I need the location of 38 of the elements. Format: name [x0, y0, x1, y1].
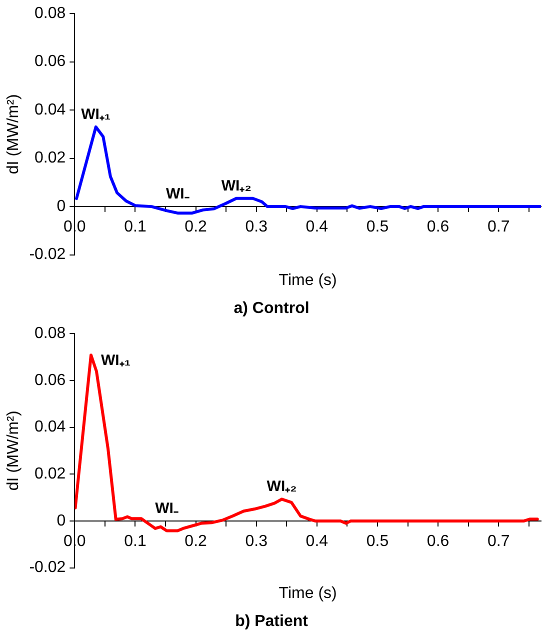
y-tick-label: 0.08 — [34, 5, 66, 22]
x-tick-label: 0.2 — [184, 218, 208, 236]
annotation: WI₊₂ — [221, 177, 252, 194]
y-tick-label: 0.04 — [34, 101, 66, 118]
x-tick-label: 0.5 — [366, 532, 389, 550]
x-tick-label: 0.5 — [366, 218, 389, 236]
y-tick-label: -0.02 — [29, 559, 66, 576]
annotation: WI₊₂ — [266, 478, 297, 496]
x-tick-label: 0.4 — [306, 218, 328, 236]
annotation: WI₊₁ — [81, 106, 111, 123]
y-tick-label: 0.04 — [34, 418, 66, 436]
annotation: WI₋ — [166, 186, 190, 203]
y-tick-label: 0 — [56, 512, 66, 530]
x-tick-label: 0.1 — [124, 532, 146, 550]
y-tick-label: 0.02 — [34, 150, 66, 167]
x-tick-label: 0.7 — [487, 532, 510, 550]
y-tick-label: 0.08 — [34, 325, 66, 342]
x-tick-label: 0.4 — [306, 532, 328, 550]
x-tick-label: 0.2 — [184, 532, 208, 550]
y-tick-label: 0.06 — [34, 372, 66, 389]
x-tick-label: 0.7 — [487, 218, 510, 236]
text: b) Patient — [235, 612, 309, 630]
y-tick-label: 0.06 — [34, 53, 66, 70]
x-axis-title: Time (s) — [278, 585, 337, 602]
y-axis-title: dI (MW/m²) — [5, 410, 22, 491]
text: a) Control — [234, 300, 310, 317]
y-axis-title: dI (MW/m²) — [5, 94, 22, 174]
y-tick-label: 0 — [56, 198, 66, 215]
x-axis-title: Time (s) — [278, 272, 337, 290]
x-tick-label: 0.6 — [426, 218, 450, 236]
annotation: WI₋ — [155, 500, 178, 517]
x-tick-label: 0.3 — [245, 532, 268, 550]
x-tick-label: 0.1 — [124, 218, 146, 236]
x-tick-label: 0.3 — [245, 218, 268, 236]
x-tick-label: 0.6 — [426, 532, 450, 550]
annotation: WI₊₁ — [101, 352, 131, 370]
y-tick-label: 0.02 — [34, 466, 66, 483]
y-tick-label: -0.02 — [29, 246, 66, 264]
